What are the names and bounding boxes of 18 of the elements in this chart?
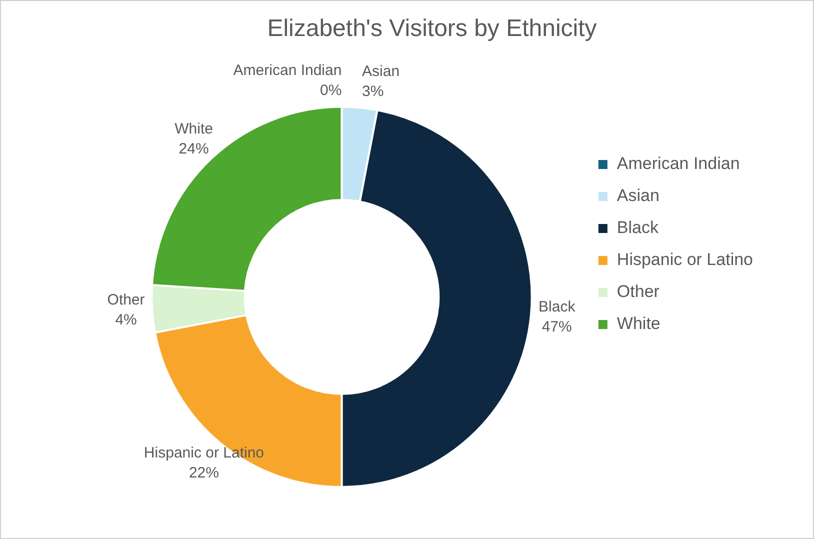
slice-label: Black (538, 298, 576, 316)
legend-label: White (616, 314, 660, 334)
legend-label: Asian (616, 186, 660, 206)
chart-title: Elizabeth's Visitors by Ethnicity (267, 15, 597, 42)
slice-label: Other (107, 292, 145, 309)
data-label: 24% (178, 140, 209, 158)
data-label: 22% (188, 464, 219, 482)
category-label: American Indian (233, 62, 342, 79)
legend-label: Other (616, 282, 660, 302)
text: 0% (320, 82, 342, 99)
data-label: 47% (542, 318, 572, 336)
legend-label: American Indian (616, 154, 740, 174)
legend-label: Hispanic or Latino (616, 250, 754, 270)
data-label: 4% (115, 312, 137, 329)
data-label: 3% (362, 82, 384, 100)
slice-label: White (174, 120, 213, 138)
legend-label: Black (616, 218, 659, 238)
slice-label: Asian (362, 62, 400, 80)
